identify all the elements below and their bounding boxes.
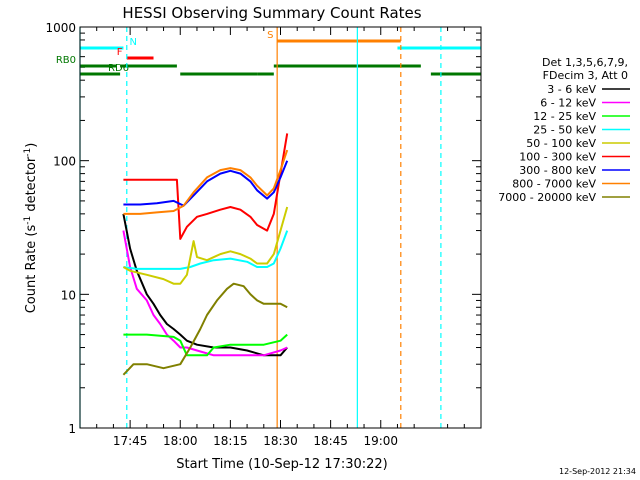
y-axis-label-mid: detector (24, 156, 39, 216)
legend-entry-label: 3 - 6 keV (547, 83, 596, 96)
legend-header-2: FDecim 3, Att 0 (543, 69, 628, 82)
state-bar-label: S (267, 30, 273, 41)
legend-entry-label: 6 - 12 keV (540, 97, 596, 110)
state-bar-label: F (117, 47, 123, 58)
chart-title: HESSI Observing Summary Count Rates (122, 4, 421, 22)
y-tick-label: 10 (61, 288, 76, 302)
x-tick-label: 18:15 (213, 434, 248, 448)
y-tick-label: 100 (53, 155, 76, 169)
plot-frame (79, 26, 482, 429)
legend-entry-label: 7000 - 20000 keV (498, 191, 596, 204)
x-tick-label: 18:45 (313, 434, 348, 448)
state-bar-label: RD6 (108, 63, 129, 74)
y-axis-label: Count Rate (s-1 detector-1) (23, 143, 39, 314)
y-axis-label-sup1: -1 (23, 216, 33, 225)
legend-entry-label: 300 - 800 keV (519, 164, 596, 177)
x-tick-label: 18:30 (263, 434, 298, 448)
footer-timestamp: 12-Sep-2012 21:34 (559, 467, 636, 476)
state-bars: RB0 RD6 NF S (56, 30, 481, 76)
series-lines (122, 133, 289, 376)
series-line (123, 160, 289, 207)
x-tick-label: 18:00 (163, 434, 198, 448)
axis-ticks: 17:45 18:00 18:15 18:30 18:45 19:00 1 10 100 1000 (45, 21, 481, 448)
series-line (122, 230, 288, 357)
legend-entry-label: 25 - 50 keV (533, 124, 596, 137)
series-line (123, 333, 288, 357)
legend-header-1: Det 1,3,5,6,7,9, (542, 56, 628, 69)
y-tick-label: 1000 (45, 21, 76, 35)
state-bar-label: N (129, 37, 136, 48)
state-bar-label: RB0 (56, 55, 76, 66)
y-axis-label-end: ) (24, 143, 39, 148)
legend-entry-label: 800 - 7000 keV (512, 178, 596, 191)
legend-entry-label: 12 - 25 keV (533, 110, 596, 123)
y-tick-label: 1 (68, 422, 76, 436)
x-tick-label: 17:45 (113, 434, 148, 448)
x-tick-label: 19:00 (363, 434, 398, 448)
series-line (123, 149, 289, 215)
series-line (122, 282, 288, 376)
y-axis-label-main: Count Rate (s (24, 225, 39, 314)
series-line (122, 206, 289, 285)
legend: Det 1,3,5,6,7,9, FDecim 3, Att 0 3 - 6 k… (498, 56, 630, 204)
x-axis-label: Start Time (10-Sep-12 17:30:22) (176, 457, 387, 472)
y-axis-label-sup2: -1 (23, 148, 33, 157)
legend-entry-label: 50 - 100 keV (526, 137, 596, 150)
series-line (123, 133, 289, 240)
series-line (123, 230, 289, 270)
legend-entry-label: 100 - 300 keV (519, 151, 596, 164)
